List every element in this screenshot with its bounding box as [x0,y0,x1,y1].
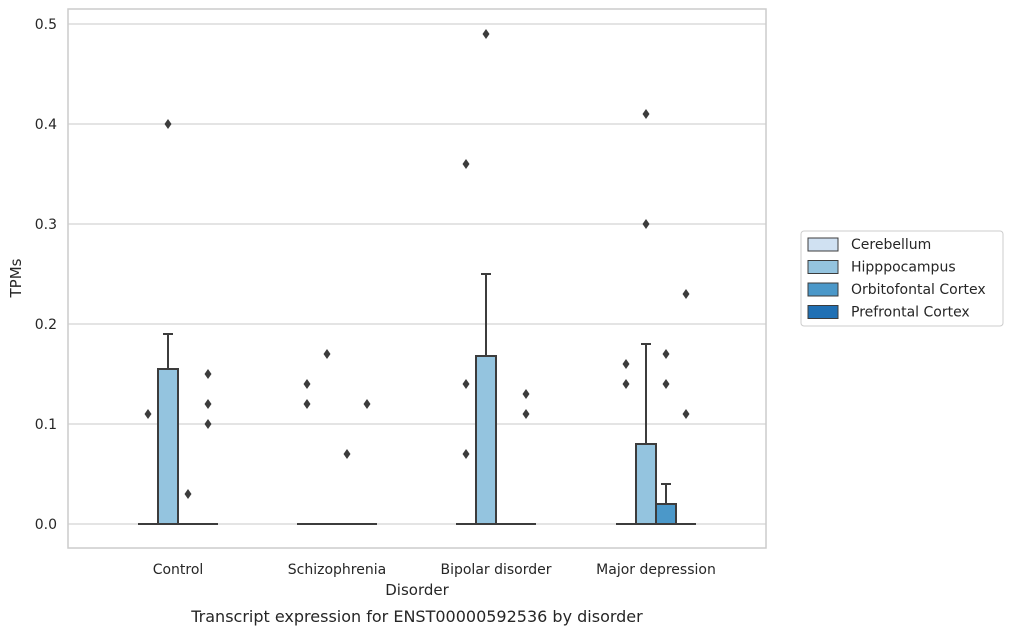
outlier-point [522,409,530,419]
legend-swatch [807,282,839,297]
series-cerebellum [138,159,636,525]
x-tick-label: Major depression [596,562,716,578]
x-tick-label: Bipolar disorder [440,562,551,578]
outlier-point [144,409,152,419]
outlier-point [303,399,311,409]
y-axis-label: TPMs [7,258,25,298]
outlier-point [682,409,690,419]
outlier-point [363,399,371,409]
outlier-point [303,379,311,389]
outlier-point [642,219,650,229]
legend-swatch [807,305,839,319]
y-tick-label: 0.2 [35,317,57,333]
outlier-point [204,419,212,429]
outlier-point [204,369,212,379]
outlier-point [682,289,690,299]
outlier-point [323,349,331,359]
box-groups [138,29,696,525]
box [157,368,179,525]
y-tick-label: 0.0 [35,517,57,533]
x-tick-label: Control [153,562,204,578]
outlier-point [204,399,212,409]
box [635,443,657,525]
outlier-point [642,109,650,119]
x-tick-labels: Control Schizophrenia Bipolar disorder Majo… [153,562,716,578]
outlier-point [184,489,192,499]
box [655,503,677,525]
outlier-point [462,379,470,389]
series-hipppocampus [157,29,657,525]
outlier-point [522,389,530,399]
legend-label: Hipppocampus [851,260,956,276]
legend-swatch [807,260,839,274]
x-axis-label: Disorder [385,581,449,599]
outlier-point [343,449,351,459]
outlier-point [164,119,172,129]
legend: Cerebellum Hipppocampus Orbitofontal Corte… [800,230,1004,327]
y-tick-label: 0.1 [35,417,57,433]
legend-frame [800,230,1004,327]
outlier-point [462,449,470,459]
y-tick-label: 0.3 [35,217,57,233]
legend-label: Orbitofontal Cortex [851,282,986,298]
x-tick-label: Schizophrenia [288,562,386,578]
box [475,355,497,525]
legend-label: Cerebellum [851,237,931,253]
y-tick-labels: 0.0 0.1 0.2 0.3 0.4 0.5 [35,17,57,533]
series-prefrontal-cortex [198,289,696,525]
legend-label: Prefrontal Cortex [851,305,970,321]
outlier-point [662,349,670,359]
chart-caption: Transcript expression for ENST0000059253… [190,607,643,626]
outlier-point [482,29,490,39]
legend-swatch [807,237,839,252]
outlier-point [462,159,470,169]
outlier-point [622,359,630,369]
y-tick-label: 0.5 [35,17,57,33]
outlier-point [622,379,630,389]
plot-frame [67,8,767,549]
outlier-point [662,379,670,389]
series-orbitofontal-cortex [178,349,677,525]
y-tick-label: 0.4 [35,117,57,133]
